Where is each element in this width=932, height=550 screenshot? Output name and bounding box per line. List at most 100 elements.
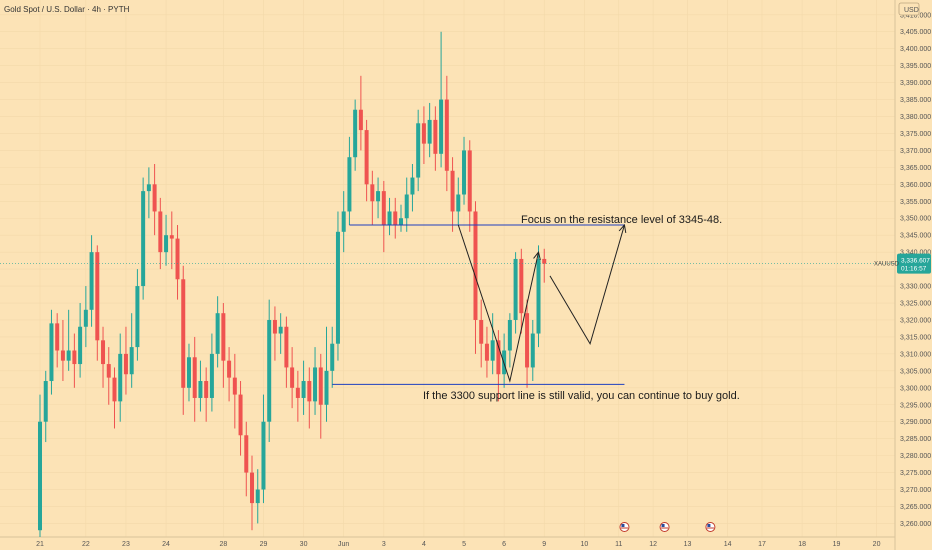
- candle-body: [278, 326, 283, 334]
- candle-body: [313, 367, 318, 402]
- candle-body: [95, 252, 100, 341]
- candle-body: [255, 489, 260, 504]
- candle-body: [370, 184, 375, 202]
- candle-body: [141, 191, 146, 287]
- candle-body: [536, 258, 541, 334]
- price-tick-label: 3,360.000: [900, 182, 931, 189]
- candle-body: [496, 340, 501, 375]
- time-axis[interactable]: 21 22 23 24 28 29 30 Jun 3 4 5 6 9 10 11 12 13 14 17 18 19 20: [36, 541, 880, 548]
- candle-body: [490, 340, 495, 361]
- candle-body: [376, 191, 381, 202]
- candle-body: [272, 319, 277, 334]
- candle-body: [78, 326, 83, 365]
- candle-body: [221, 313, 226, 361]
- time-tick-label: 19: [833, 541, 841, 548]
- time-tick-label: 3: [382, 541, 386, 548]
- price-tick-label: 3,385.000: [900, 97, 931, 104]
- candle-body: [49, 323, 54, 382]
- price-tick-label: 3,265.000: [900, 504, 931, 511]
- flag-canton: [661, 524, 665, 527]
- candle-body: [164, 235, 169, 253]
- price-tick-label: 3,290.000: [900, 419, 931, 426]
- candle-body: [238, 394, 243, 436]
- price-tick-label: 3,320.000: [900, 317, 931, 324]
- candle-body: [347, 157, 352, 212]
- drawings: [0, 223, 895, 385]
- candle-body: [462, 150, 467, 195]
- candle-body: [404, 194, 409, 219]
- candle-body: [416, 123, 421, 178]
- price-tick-label: 3,340.000: [900, 250, 931, 257]
- candle-body: [244, 435, 249, 473]
- time-tick-label: 21: [36, 541, 44, 548]
- price-tick-label: 3,350.000: [900, 216, 931, 223]
- price-tick-label: 3,395.000: [900, 63, 931, 70]
- price-tick-label: 3,400.000: [900, 46, 931, 53]
- projection-arrow-down-up-head: [533, 251, 541, 261]
- time-tick-label: 14: [724, 541, 732, 548]
- candle-body: [530, 333, 535, 368]
- price-tag-value: 3,336.607: [901, 258, 930, 265]
- price-axis[interactable]: 3,260.000 3,265.000 3,270.000 3,275.000 3,28…: [900, 12, 931, 528]
- candle-body: [198, 381, 203, 398]
- projection-arrow-target: [549, 224, 625, 345]
- price-tick-label: 3,310.000: [900, 351, 931, 358]
- candle-body: [146, 184, 151, 192]
- candle-body: [525, 313, 530, 368]
- candle-body: [444, 99, 449, 171]
- candle-body: [284, 326, 289, 368]
- symbol-tag: XAUUSD: [874, 262, 900, 268]
- price-tick-label: 3,305.000: [900, 368, 931, 375]
- candle-body: [209, 353, 214, 398]
- price-tick-label: 3,325.000: [900, 301, 931, 308]
- price-tick-label: 3,380.000: [900, 114, 931, 121]
- support-annotation: If the 3300 support line is still valid,…: [423, 390, 740, 402]
- price-tick-label: 3,275.000: [900, 470, 931, 477]
- price-tick-label: 3,405.000: [900, 29, 931, 36]
- time-tick-label: 23: [122, 541, 130, 548]
- candle-body: [72, 350, 77, 365]
- time-tick-label: 5: [462, 541, 466, 548]
- candle-body: [101, 340, 106, 365]
- candle-body: [83, 309, 88, 327]
- candle-body: [364, 130, 369, 185]
- time-tick-label: Jun: [338, 541, 349, 548]
- time-tick-label: 10: [580, 541, 588, 548]
- time-tick-label: 13: [684, 541, 692, 548]
- event-markers[interactable]: [619, 522, 716, 532]
- candle-body: [335, 231, 340, 344]
- currency-button[interactable]: [898, 2, 920, 16]
- time-tick-label: 17: [758, 541, 766, 548]
- candle-body: [123, 353, 128, 375]
- candle-body: [38, 421, 42, 531]
- candle-body: [421, 123, 426, 144]
- candle-body: [398, 218, 403, 226]
- candle-body: [60, 350, 65, 361]
- candle-body: [55, 323, 60, 351]
- time-tick-label: 11: [615, 541, 622, 548]
- candle-body: [106, 364, 111, 378]
- candle-body: [456, 194, 461, 212]
- time-tick-label: 20: [873, 541, 881, 548]
- time-tick-label: 4: [422, 541, 426, 548]
- time-tick-label: 29: [260, 541, 268, 548]
- candle-body: [542, 258, 547, 264]
- candle-body: [519, 258, 524, 314]
- price-tick-label: 3,390.000: [900, 80, 931, 87]
- time-tick-label: 22: [82, 541, 90, 548]
- resistance-annotation: Focus on the resistance level of 3345-48…: [521, 214, 722, 226]
- flag-canton: [621, 524, 625, 527]
- candle-body: [89, 252, 94, 310]
- candle-body: [118, 353, 123, 402]
- flag-canton: [707, 524, 711, 527]
- candle-body: [324, 370, 329, 405]
- price-tick-label: 3,315.000: [900, 334, 931, 341]
- candle-body: [393, 211, 398, 226]
- candle-body: [467, 150, 472, 212]
- candle-body: [158, 211, 163, 253]
- candle-body: [129, 347, 134, 375]
- candle-body: [192, 357, 197, 398]
- candle-body: [433, 119, 438, 154]
